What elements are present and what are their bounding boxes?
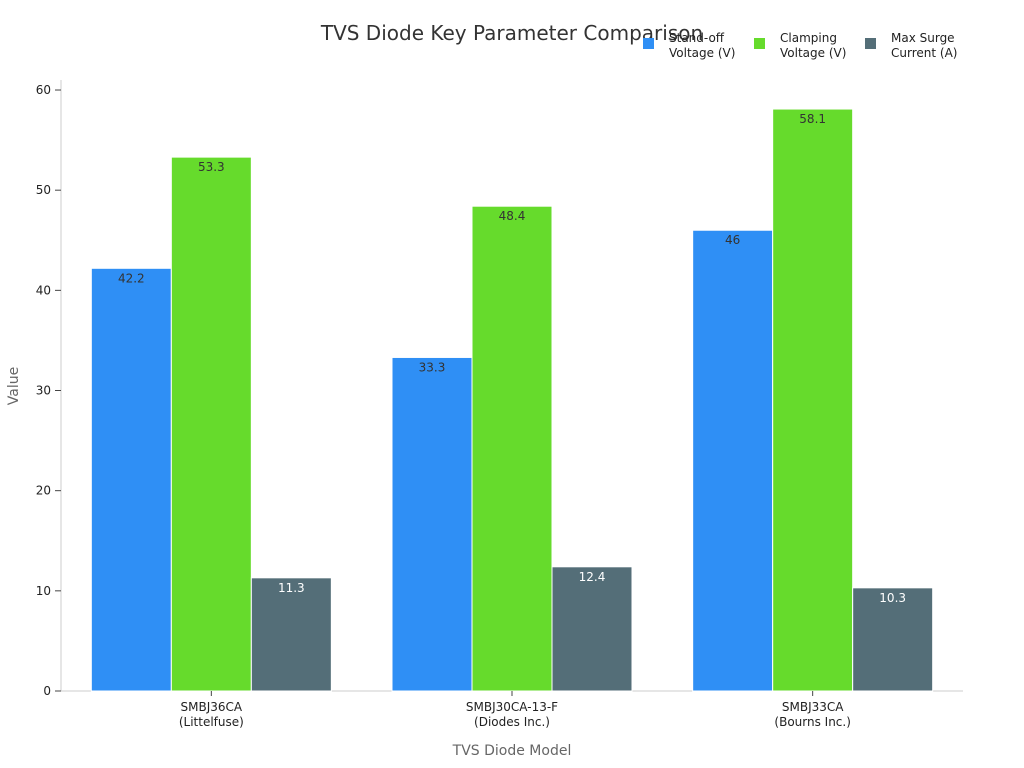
legend-item: Clamping Voltage (V) <box>754 31 846 60</box>
x-tick-label-line: (Littelfuse) <box>179 715 244 729</box>
legend-label: Stand-off Voltage (V) <box>669 31 735 60</box>
legend-label-line: Max Surge <box>891 31 955 45</box>
bar <box>852 587 934 692</box>
bar <box>772 108 854 692</box>
legend-label: Max Surge Current (A) <box>891 31 957 60</box>
legend-swatch <box>865 38 876 49</box>
legend-swatch <box>643 38 654 49</box>
legend: Stand-off Voltage (V)Clamping Voltage (V)M… <box>643 31 957 60</box>
data-label: 10.3 <box>879 591 906 605</box>
y-tick-label: 10 <box>36 584 51 598</box>
x-tick-label-line: SMBJ30CA-13-F <box>466 700 558 714</box>
x-tick-label-line: SMBJ33CA <box>782 700 844 714</box>
legend-item: Max Surge Current (A) <box>865 31 957 60</box>
bar <box>471 205 553 692</box>
y-axis-title: Value <box>6 367 22 405</box>
y-tick-label: 0 <box>43 684 51 698</box>
legend-swatch <box>754 38 765 49</box>
data-label: 11.3 <box>278 581 305 595</box>
bar <box>692 229 774 692</box>
bar <box>170 156 252 692</box>
y-tick-label: 30 <box>36 384 51 398</box>
plot-area: 0 10 20 30 40 50 60 42.2 53.3 11.3 SMBJ36CA (Littel… <box>36 80 963 729</box>
legend-label-line: Stand-off <box>669 31 725 45</box>
x-tick-label: SMBJ30CA-13-F (Diodes Inc.) <box>466 700 558 729</box>
y-tick-label: 20 <box>36 484 51 498</box>
data-label: 53.3 <box>198 160 225 174</box>
data-label: 48.4 <box>499 209 526 223</box>
legend-label-line: Voltage (V) <box>780 46 846 60</box>
x-tick-label-line: (Diodes Inc.) <box>474 715 550 729</box>
data-label: 42.2 <box>118 271 145 285</box>
data-label: 33.3 <box>419 360 446 374</box>
y-tick-label: 40 <box>36 283 51 297</box>
x-tick-label-line: (Bourns Inc.) <box>774 715 851 729</box>
legend-item: Stand-off Voltage (V) <box>643 31 735 60</box>
data-label: 12.4 <box>579 570 606 584</box>
legend-label-line: Current (A) <box>891 46 957 60</box>
y-tick-label: 50 <box>36 183 51 197</box>
bar <box>250 577 332 692</box>
x-tick-label: SMBJ33CA (Bourns Inc.) <box>774 700 851 729</box>
bar <box>90 267 172 692</box>
bar <box>551 566 633 692</box>
legend-label-line: Clamping <box>780 31 837 45</box>
legend-label: Clamping Voltage (V) <box>780 31 846 60</box>
x-tick-label-line: SMBJ36CA <box>181 700 243 714</box>
x-tick-label: SMBJ36CA (Littelfuse) <box>179 700 244 729</box>
legend-label-line: Voltage (V) <box>669 46 735 60</box>
chart-title: TVS Diode Key Parameter Comparison <box>320 21 703 45</box>
bar <box>391 356 473 692</box>
data-label: 46 <box>725 233 740 247</box>
data-label: 58.1 <box>799 112 826 126</box>
y-tick-label: 60 <box>36 83 51 97</box>
x-axis-title: TVS Diode Model <box>452 743 572 759</box>
